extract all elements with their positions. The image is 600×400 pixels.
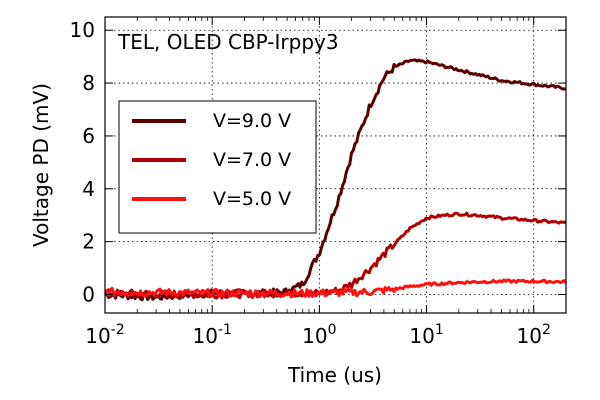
y-tick-label: 6 bbox=[82, 124, 95, 148]
legend-label-1: V=9.0 V bbox=[213, 110, 291, 132]
series-group bbox=[104, 58, 568, 302]
y-tick-label: 0 bbox=[82, 283, 95, 307]
y-tick-label: 2 bbox=[82, 230, 95, 254]
series-line-2 bbox=[104, 211, 567, 300]
x-tick-label: 10-2 bbox=[85, 322, 124, 348]
x-tick-label: 102 bbox=[517, 322, 551, 348]
legend: V=9.0 V V=7.0 V V=5.0 V bbox=[118, 100, 317, 234]
legend-label-2: V=7.0 V bbox=[213, 149, 291, 171]
x-tick-label: 100 bbox=[302, 322, 336, 348]
chart-annotation: TEL, OLED CBP-Irppy3 bbox=[117, 30, 339, 54]
series-line-3 bbox=[104, 278, 568, 299]
ticks: 10-2 10-1 100 101 102 0 2 4 6 8 10 bbox=[70, 17, 566, 348]
x-axis-label: Time (us) bbox=[287, 363, 382, 387]
legend-label-3: V=5.0 V bbox=[213, 188, 291, 210]
y-tick-label: 4 bbox=[82, 177, 95, 201]
x-tick-label: 10-1 bbox=[192, 322, 231, 348]
y-tick-label: 10 bbox=[70, 18, 95, 42]
y-axis-label: Voltage PD (mV) bbox=[29, 83, 53, 247]
plot-frame bbox=[104, 16, 567, 314]
y-tick-label: 8 bbox=[82, 71, 95, 95]
x-tick-label: 101 bbox=[409, 322, 443, 348]
